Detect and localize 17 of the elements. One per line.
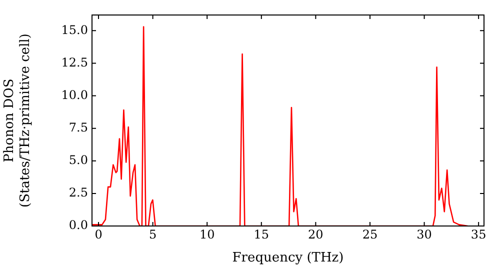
y-axis-title: Phonon DOS (States/THz·primitive cell) — [2, 33, 33, 208]
x-tick-label: 0 — [94, 227, 102, 242]
y-tick-label: 2.5 — [68, 186, 88, 200]
y-tick-label: 0.0 — [68, 218, 88, 232]
y-tick-label: 10.0 — [61, 88, 88, 102]
x-tick-label: 15 — [254, 227, 270, 242]
x-tick-label: 25 — [362, 227, 378, 242]
x-tick-label: 5 — [148, 227, 157, 242]
x-tick-label: 35 — [470, 227, 486, 242]
y-tick-label: 7.5 — [68, 120, 88, 134]
y-tick-label: 5.0 — [68, 153, 88, 167]
y-tick-label: 12.5 — [61, 55, 88, 70]
x-tick-label: 20 — [308, 227, 324, 242]
x-axis-title: Frequency (THz) — [232, 250, 344, 266]
x-tick-label: 30 — [416, 227, 432, 242]
x-tick-label: 10 — [199, 227, 215, 242]
y-tick-label: 15.0 — [61, 22, 88, 37]
